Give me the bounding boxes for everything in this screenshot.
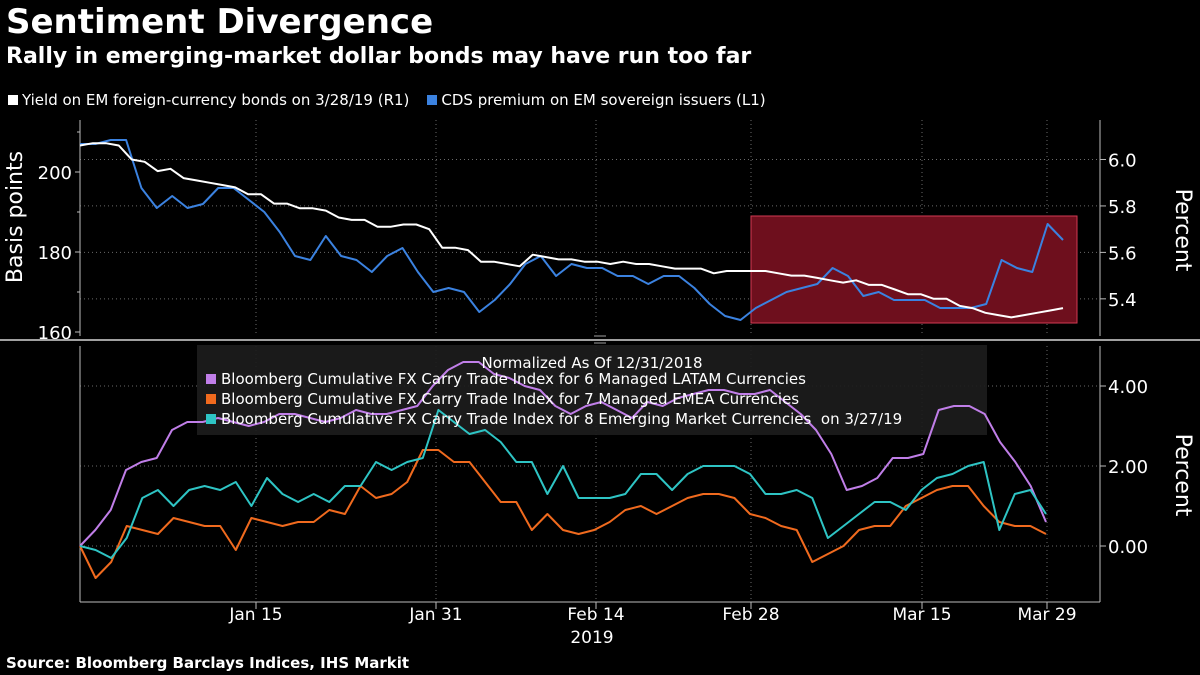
- chart-subtitle: Rally in emerging-market dollar bonds ma…: [6, 44, 752, 69]
- em-line: [79, 409, 1047, 559]
- x-tick-label: Feb 14: [567, 605, 624, 625]
- top-left-tick-label: 180: [38, 243, 72, 264]
- x-tick-label: Feb 28: [722, 605, 779, 625]
- top-right-tick-label: 5.8: [1108, 197, 1137, 218]
- legend-label-em: Bloomberg Cumulative FX Carry Trade Inde…: [221, 410, 902, 428]
- x-tick-label: Jan 31: [408, 605, 462, 625]
- bottom-right-tick-label: 4.00: [1108, 377, 1148, 398]
- x-tick-label: Jan 15: [228, 605, 282, 625]
- legend-swatch-latam: [206, 374, 216, 384]
- legend-swatch-cds: [427, 95, 438, 105]
- bottom-legend-title: Normalized As Of 12/31/2018: [482, 354, 703, 372]
- top-right-tick-label: 6.0: [1108, 150, 1137, 171]
- legend-swatch-em: [206, 414, 216, 424]
- bottom-right-tick-label: 2.00: [1108, 457, 1148, 478]
- emea-line: [79, 449, 1047, 579]
- top-right-tick-label: 5.4: [1108, 290, 1137, 311]
- top-left-tick-label: 160: [38, 323, 72, 344]
- bottom-right-axis-label: Percent: [1170, 434, 1195, 517]
- source-note: Source: Bloomberg Barclays Indices, IHS …: [6, 654, 410, 672]
- latam-line: [79, 361, 1047, 547]
- top-left-axis-label: Basis points: [3, 151, 28, 283]
- top-legend: Yield on EM foreign-currency bonds on 3/…: [8, 91, 766, 109]
- top-right-axis-label: Percent: [1170, 189, 1195, 272]
- legend-label-emea: Bloomberg Cumulative FX Carry Trade Inde…: [221, 390, 799, 408]
- bottom-legend-box: [197, 345, 987, 435]
- legend-label-yield: Yield on EM foreign-currency bonds on 3/…: [22, 91, 410, 109]
- legend-label-latam: Bloomberg Cumulative FX Carry Trade Inde…: [221, 370, 806, 388]
- bottom-right-tick-label: 0.00: [1108, 537, 1148, 558]
- legend-swatch-emea: [206, 394, 216, 404]
- x-axis-year: 2019: [570, 628, 613, 648]
- legend-swatch-yield: [8, 95, 18, 105]
- x-tick-label: Mar 15: [892, 605, 951, 625]
- highlight-box: [750, 215, 1078, 324]
- top-right-tick-label: 5.6: [1108, 243, 1137, 264]
- cds-line: [80, 139, 1064, 321]
- top-left-tick-label: 200: [38, 163, 72, 184]
- yield-line: [79, 142, 1064, 319]
- legend-label-cds: CDS premium on EM sovereign issuers (L1): [441, 91, 766, 109]
- x-tick-label: Mar 29: [1017, 605, 1076, 625]
- chart-title: Sentiment Divergence: [6, 2, 434, 42]
